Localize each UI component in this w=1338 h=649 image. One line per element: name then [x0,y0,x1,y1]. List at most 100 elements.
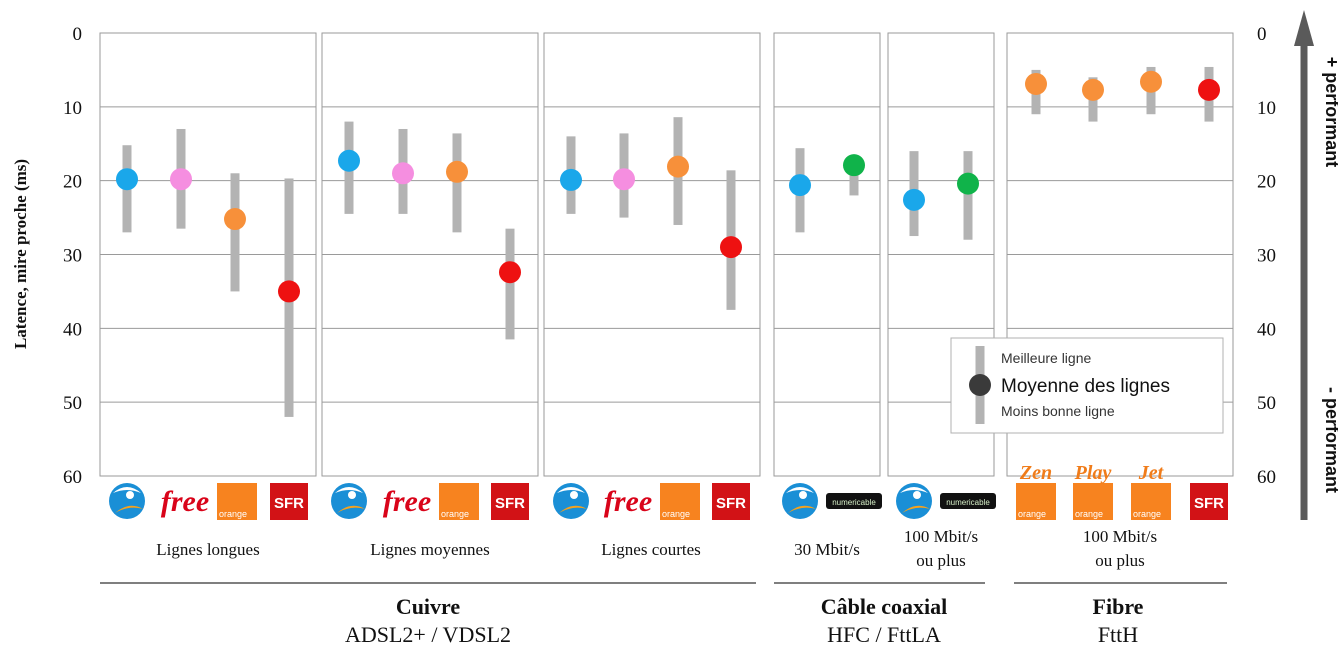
performance-bottom-label: - performant [1322,387,1338,493]
y-tick-label-right: 20 [1257,172,1276,193]
orange-logo: orange [217,483,257,520]
legend-box [950,337,1224,434]
orange-logo-text: orange [1018,509,1046,519]
panel-label-line: ou plus [1095,551,1145,570]
sfr-logo: SFR [270,483,308,520]
free-logo: free [604,485,652,518]
range-bar [230,173,240,292]
legend-mean-label: Moyenne des lignes [1001,376,1170,397]
legend-best-label: Meilleure ligne [1001,350,1091,366]
panel-label: Lignes moyennes [370,540,489,559]
bouygues-logo [553,483,589,519]
mean-dot [789,174,811,197]
orange-logo-text: orange [219,509,247,519]
mean-dot [338,149,360,172]
numericable-logo: numericable [826,493,882,509]
panel-label-line: 100 Mbit/s [1083,527,1157,546]
sfr-logo-text: SFR [716,495,746,512]
orange-logo-text: orange [1133,509,1161,519]
legend: Meilleure ligne Moyenne des lignes Moins b… [950,337,1224,434]
performance-top-label: + performant [1322,57,1338,168]
mean-dot [170,168,192,191]
mean-dot [278,280,300,303]
mean-dot [116,168,138,191]
group-title: Câble coaxial [821,594,948,619]
marks-layer [116,66,1220,417]
sfr-logo-text: SFR [495,495,525,512]
range-bar [963,151,973,240]
mean-dot [1198,78,1220,101]
axis-layer: 0 0 10 10 20 20 30 30 40 40 50 50 60 60 Latence, mire … [11,10,1338,520]
y-tick-label-right: 30 [1257,246,1276,267]
sfr-logo-text: SFR [1194,495,1224,512]
mean-dot [446,160,468,183]
y-tick-label: 50 [63,393,82,414]
group-title: Cuivre [396,594,461,619]
offer-label: Play [1074,462,1112,484]
bouygues-logo [331,483,367,519]
mean-dot [1082,78,1104,101]
sfr-logo: SFR [712,483,750,520]
y-tick-label: 10 [63,98,82,119]
y-axis-title: Latence, mire proche (ms) [11,159,30,349]
range-bar [849,158,859,196]
orange-logo: orange [660,483,700,520]
performance-arrowhead [1294,10,1314,46]
orange-logo-text: orange [1075,509,1103,519]
bouygues-logo [782,483,818,519]
mean-dot [613,168,635,191]
mean-dot [843,154,865,177]
sfr-logo-text: SFR [274,495,304,512]
free-logo: free [161,485,209,518]
mean-dot [499,261,521,284]
logo-layer: free orange SFR free orange SFR free orange SFR n… [109,462,1228,520]
y-tick-label: 30 [63,246,82,267]
mean-dot [720,236,742,259]
y-tick-label: 0 [73,24,83,45]
y-tick-label-right: 40 [1257,319,1276,340]
group-title: Fibre [1093,594,1144,619]
group-subtitle: ADSL2+ / VDSL2 [345,622,511,647]
numericable-logo-text: numericable [946,498,990,507]
group-subtitle: FttH [1098,622,1138,647]
label-layer: Lignes longues Lignes moyennes Lignes cour… [100,527,1227,647]
mean-dot [392,162,414,185]
panel-label: Lignes courtes [601,540,701,559]
mean-dot [560,168,582,191]
mean-dot [957,172,979,195]
orange-logo-text: orange [662,509,690,519]
group-subtitle: HFC / FttLA [827,622,941,647]
mean-dot [224,208,246,231]
y-tick-label-right: 60 [1257,467,1276,488]
offer-label: Jet [1138,462,1165,484]
y-tick-label-right: 10 [1257,98,1276,119]
panel-label: Lignes longues [156,540,259,559]
sfr-logo: SFR [491,483,529,520]
legend-mean-dot [969,374,991,396]
y-tick-label: 60 [63,467,82,488]
bouygues-logo [109,483,145,519]
orange-logo: orange [1073,483,1113,520]
orange-logo-text: orange [441,509,469,519]
numericable-logo-text: numericable [832,498,876,507]
range-bar [452,133,462,233]
y-tick-label: 40 [63,319,82,340]
y-tick-label-right: 0 [1257,24,1267,45]
free-logo: free [383,485,431,518]
orange-logo: orange [1016,483,1056,520]
orange-logo: orange [439,483,479,520]
panel-label-line: ou plus [916,551,966,570]
numericable-logo: numericable [940,493,996,509]
mean-dot [1025,72,1047,95]
panel-label: 30 Mbit/s [794,540,860,559]
y-tick-label: 20 [63,172,82,193]
panel-label-line: 100 Mbit/s [904,527,978,546]
range-bar [505,228,515,340]
sfr-logo: SFR [1190,483,1228,520]
mean-dot [667,155,689,178]
bouygues-logo [896,483,932,519]
legend-worst-label: Moins bonne ligne [1001,403,1115,419]
mean-dot [1140,70,1162,93]
mean-dot [903,188,925,211]
